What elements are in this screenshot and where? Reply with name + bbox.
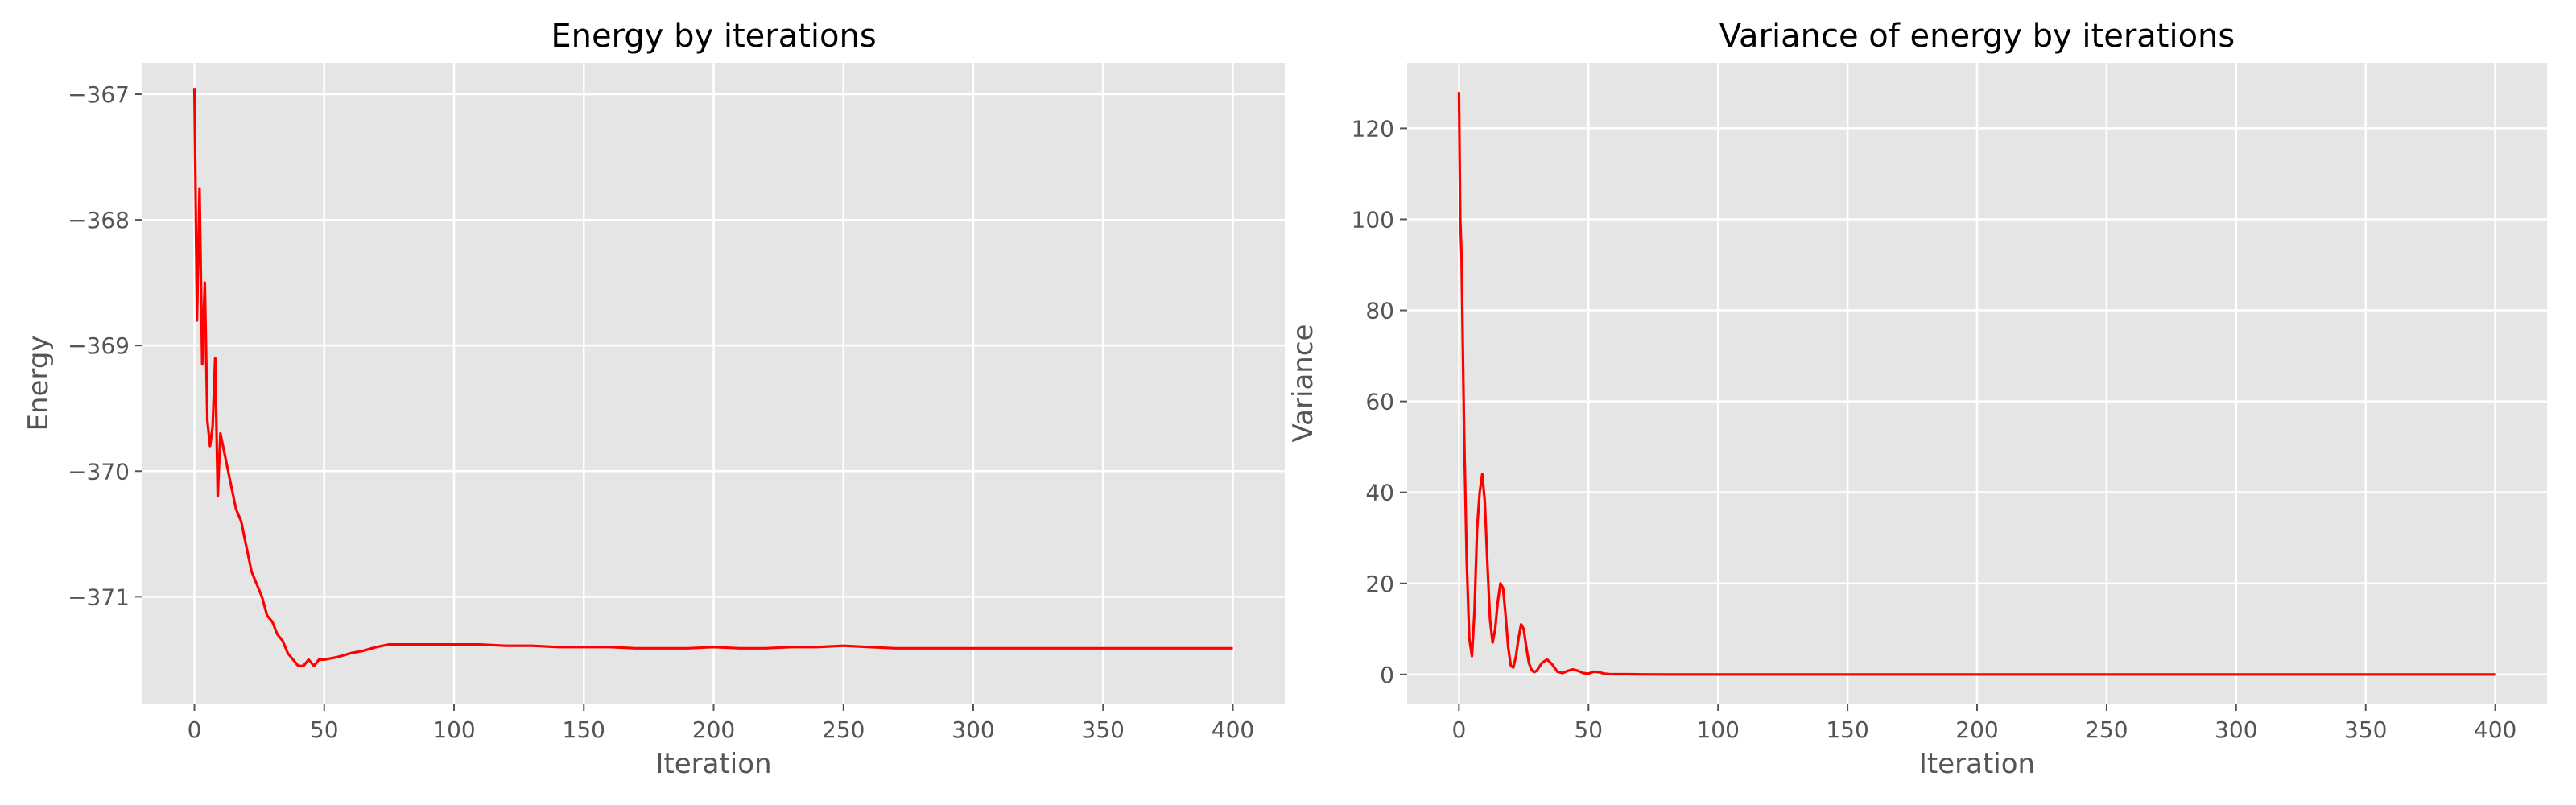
chart-1-x-tick-label: 200	[1955, 716, 1998, 743]
chart-0-y-tick-label: −367	[68, 81, 130, 108]
chart-0-y-tick-label: −371	[68, 584, 130, 610]
chart-1-x-tick-label: 150	[1826, 716, 1868, 743]
chart-0-x-tick-label: 400	[1212, 716, 1254, 743]
chart-0-x-axis-label: Iteration	[655, 748, 771, 780]
chart-1-x-tick-label: 50	[1574, 716, 1603, 743]
chart-1-y-axis-label: Variance	[1287, 324, 1319, 443]
chart-1-x-tick-label: 400	[2474, 716, 2516, 743]
chart-0-x-tick-label: 200	[692, 716, 735, 743]
chart-1-x-tick-label: 250	[2085, 716, 2128, 743]
chart-0-x-tick-label: 0	[188, 716, 202, 743]
chart-0-series-line	[192, 88, 1233, 667]
chart-0-x-tick-label: 50	[310, 716, 339, 743]
chart-1-x-tick-label: 350	[2344, 716, 2387, 743]
chart-0-y-tick-label: −370	[68, 458, 130, 485]
chart-0-x-tick-label: 250	[822, 716, 865, 743]
chart-1-y-tick-label: 120	[1352, 115, 1394, 142]
chart-1-x-tick-label: 0	[1451, 716, 1466, 743]
chart-0-x-tick-label: 300	[952, 716, 994, 743]
chart-1-title: Variance of energy by iterations	[1719, 18, 2235, 55]
chart-1-y-tick-label: 60	[1365, 389, 1394, 415]
chart-1-y-tick-label: 40	[1365, 480, 1394, 506]
chart-0-title: Energy by iterations	[551, 18, 876, 55]
chart-1-series-line	[1457, 92, 2496, 676]
chart-0-y-axis-label: Energy	[23, 335, 55, 431]
energy-chart: 0 50 100 150 200 250 300 350 400 −367 −368 −369 −370…	[23, 18, 1285, 780]
variance-chart: 0 50 100 150 200 250 300 350 400 0 20 40 60 80 100 120 V…	[1287, 18, 2547, 780]
chart-1-y-tick-label: 80	[1365, 298, 1394, 324]
chart-1-x-tick-label: 100	[1696, 716, 1739, 743]
chart-1-x-tick-label: 300	[2215, 716, 2257, 743]
chart-1-y-tick-label: 100	[1352, 206, 1394, 233]
chart-1-y-tick-label: 0	[1380, 662, 1394, 688]
chart-0-y-tick-label: −368	[68, 207, 130, 233]
chart-1-x-axis-label: Iteration	[1919, 748, 2035, 780]
chart-0-x-tick-label: 100	[432, 716, 475, 743]
chart-0-y-tick-label: −369	[68, 332, 130, 359]
chart-0-x-tick-label: 150	[563, 716, 605, 743]
chart-0-x-tick-label: 350	[1082, 716, 1125, 743]
chart-1-y-tick-label: 20	[1365, 571, 1394, 597]
